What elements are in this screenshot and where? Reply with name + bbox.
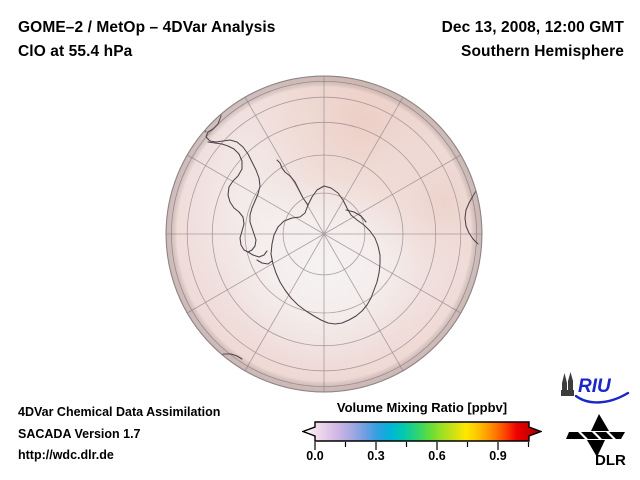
dlr-bird-icon: [566, 414, 625, 457]
colorbar-svg: [302, 421, 542, 450]
coastline-islands-east: [475, 161, 482, 174]
dlr-logo-svg: DLR: [566, 414, 626, 469]
footer-link-wdc[interactable]: http://wdc.dlr.de: [18, 448, 114, 462]
colorbar-title: Volume Mixing Ratio [ppbv]: [336, 400, 508, 415]
timestamp-label: Dec 13, 2008, 12:00 GMT: [441, 19, 624, 36]
colorbar-tick-label-2: 0.6: [428, 449, 446, 463]
coastline-madagascar: [481, 192, 482, 219]
riu-logo-text: RIU: [578, 376, 612, 397]
dlr-logo-text: DLR: [595, 452, 626, 468]
globe-outline: [165, 75, 483, 393]
cathedral-spires-icon: [561, 372, 574, 396]
globe-limb-shading: [166, 76, 482, 392]
riu-logo: RIU: [556, 372, 632, 404]
colorbar-tick-label-1: 0.3: [367, 449, 385, 463]
page-title: GOME–2 / MetOp – 4DVar Analysis: [18, 19, 276, 36]
hemisphere-label: Southern Hemisphere: [461, 43, 624, 60]
header-right: Dec 13, 2008, 12:00 GMT Southern Hemisph…: [324, 16, 624, 64]
colorbar-scale: 0.0 0.3 0.6 0.9: [302, 421, 542, 467]
coastline-south-america-west: [195, 83, 207, 133]
riu-swoosh-icon: [574, 391, 630, 404]
footer-line-assimilation: 4DVar Chemical Data Assimilation: [18, 405, 221, 419]
riu-logo-svg: RIU: [561, 372, 630, 404]
globe-map: [158, 68, 492, 402]
coastline-africa-east: [455, 76, 482, 97]
header-left: GOME–2 / MetOp – 4DVar Analysis ClO at 5…: [18, 16, 378, 64]
footer-left: 4DVar Chemical Data Assimilation SACADA …: [18, 402, 318, 467]
colorbar-tick-label-3: 0.9: [489, 449, 507, 463]
colorbar-ticks: [314, 442, 530, 450]
orthographic-projection-svg: [165, 75, 483, 393]
colorbar: Volume Mixing Ratio [ppbv]: [300, 399, 546, 467]
dlr-logo: DLR: [565, 412, 631, 469]
page-subtitle: ClO at 55.4 hPa: [18, 43, 133, 60]
colorbar-tick-label-0: 0.0: [306, 449, 324, 463]
footer-line-version: SACADA Version 1.7: [18, 426, 141, 441]
colorbar-gradient: [302, 421, 542, 442]
